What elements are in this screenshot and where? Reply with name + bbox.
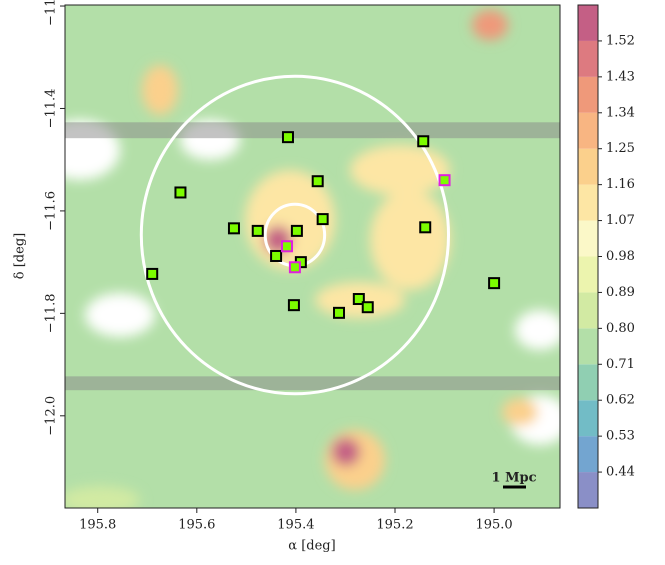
colorbar-band — [578, 148, 598, 185]
member-square — [290, 224, 303, 237]
y-tick-label: −12.0 — [44, 396, 59, 436]
masked-band — [65, 122, 560, 139]
member-square — [488, 277, 501, 290]
member-square — [281, 131, 294, 144]
colorbar-tick-label: 1.07 — [606, 213, 635, 228]
member-square — [311, 175, 324, 188]
colorbar-band — [578, 364, 598, 401]
colorbar-band — [578, 256, 598, 293]
member-square — [352, 293, 365, 306]
member-square — [174, 186, 187, 199]
member-square — [333, 306, 346, 319]
plot-layer — [65, 74, 560, 396]
colorbar-frame — [577, 4, 599, 509]
colorbar-band — [578, 328, 598, 365]
member-square — [417, 135, 430, 148]
colorbar-tick-label: 0.80 — [606, 321, 635, 336]
y-tick-label: −11.4 — [44, 89, 59, 129]
colorbar-band — [578, 472, 598, 508]
density-field — [65, 5, 560, 508]
colorbar-tick-label: 0.44 — [606, 465, 635, 480]
x-tick-label: 195.8 — [79, 518, 116, 533]
member-square — [251, 224, 264, 237]
x-tick-label: 195.0 — [475, 518, 512, 533]
member-square — [288, 261, 301, 274]
colorbar-band — [578, 292, 598, 329]
colorbar-tick-label: 1.16 — [606, 177, 635, 192]
member-square — [287, 299, 300, 312]
colorbar-band — [578, 76, 598, 113]
colorbar-band — [578, 112, 598, 149]
colorbar-tick-label: 0.98 — [606, 249, 635, 264]
colorbar-band — [578, 40, 598, 77]
colorbar-tick-label: 1.34 — [606, 105, 635, 120]
masked-band — [65, 376, 560, 391]
colorbar-band — [578, 400, 598, 437]
colorbar-tick-label: 1.25 — [606, 141, 635, 156]
x-tick-label: 195.4 — [277, 518, 314, 533]
member-square — [280, 240, 293, 253]
colorbar-band — [578, 5, 598, 41]
colorbar-tick-label: 0.89 — [606, 285, 635, 300]
colorbar-tick-label: 1.52 — [606, 33, 635, 48]
colorbar-tick-label: 0.62 — [606, 393, 635, 408]
x-axis-label: α [deg] — [288, 539, 335, 554]
y-tick-label: −11.8 — [44, 293, 59, 333]
member-square — [438, 174, 451, 187]
x-tick-label: 195.2 — [376, 518, 413, 533]
y-tick-label: −11.2 — [44, 0, 59, 26]
member-square — [227, 222, 240, 235]
x-tick-label: 195.6 — [178, 518, 215, 533]
colorbar-tick-label: 0.53 — [606, 429, 635, 444]
colorbar-tick-label: 1.43 — [606, 69, 635, 84]
plot-frame — [64, 4, 561, 509]
y-tick-label: −11.6 — [44, 191, 59, 231]
aperture-circle — [139, 74, 451, 396]
member-square — [361, 301, 374, 314]
y-axis-label: δ [deg] — [13, 233, 28, 279]
member-square — [419, 221, 432, 234]
member-square — [270, 249, 283, 262]
member-square — [146, 267, 159, 280]
scale-bar-label: 1 Mpc — [492, 471, 537, 486]
colorbar-tick-label: 0.71 — [606, 357, 635, 372]
colorbar-band — [578, 436, 598, 473]
colorbar-band — [578, 220, 598, 257]
member-square — [316, 213, 329, 226]
colorbar-band — [578, 184, 598, 221]
